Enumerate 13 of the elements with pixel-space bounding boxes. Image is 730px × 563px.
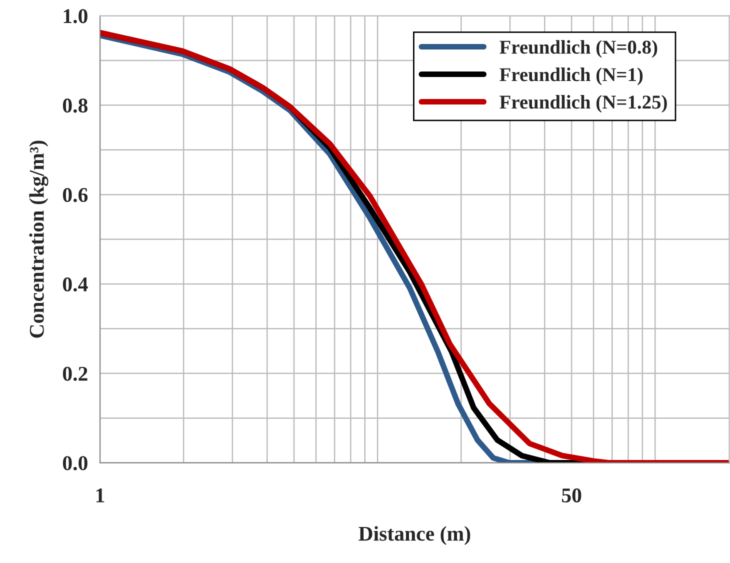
x-axis-title: Distance (m) [358, 526, 470, 546]
y-tick-label: 0.8 [62, 98, 88, 113]
y-tick-label: 1.0 [64, 9, 88, 24]
y-tick-label: 0.6 [62, 188, 88, 202]
legend-label: Freundlich (N=0.8) [500, 40, 658, 58]
y-tick-label: 0.2 [62, 366, 88, 381]
x-tick-label: 50 [562, 488, 582, 502]
x-tick-label: 1 [96, 488, 104, 502]
y-tick-label: 0.4 [62, 277, 88, 292]
y-axis-title: Concentration (kg/m³) [29, 140, 48, 338]
legend-label: Freundlich (N=1.25) [500, 95, 667, 113]
y-tick-label: 0.0 [62, 456, 88, 470]
legend-label: Freundlich (N=1) [500, 68, 643, 86]
